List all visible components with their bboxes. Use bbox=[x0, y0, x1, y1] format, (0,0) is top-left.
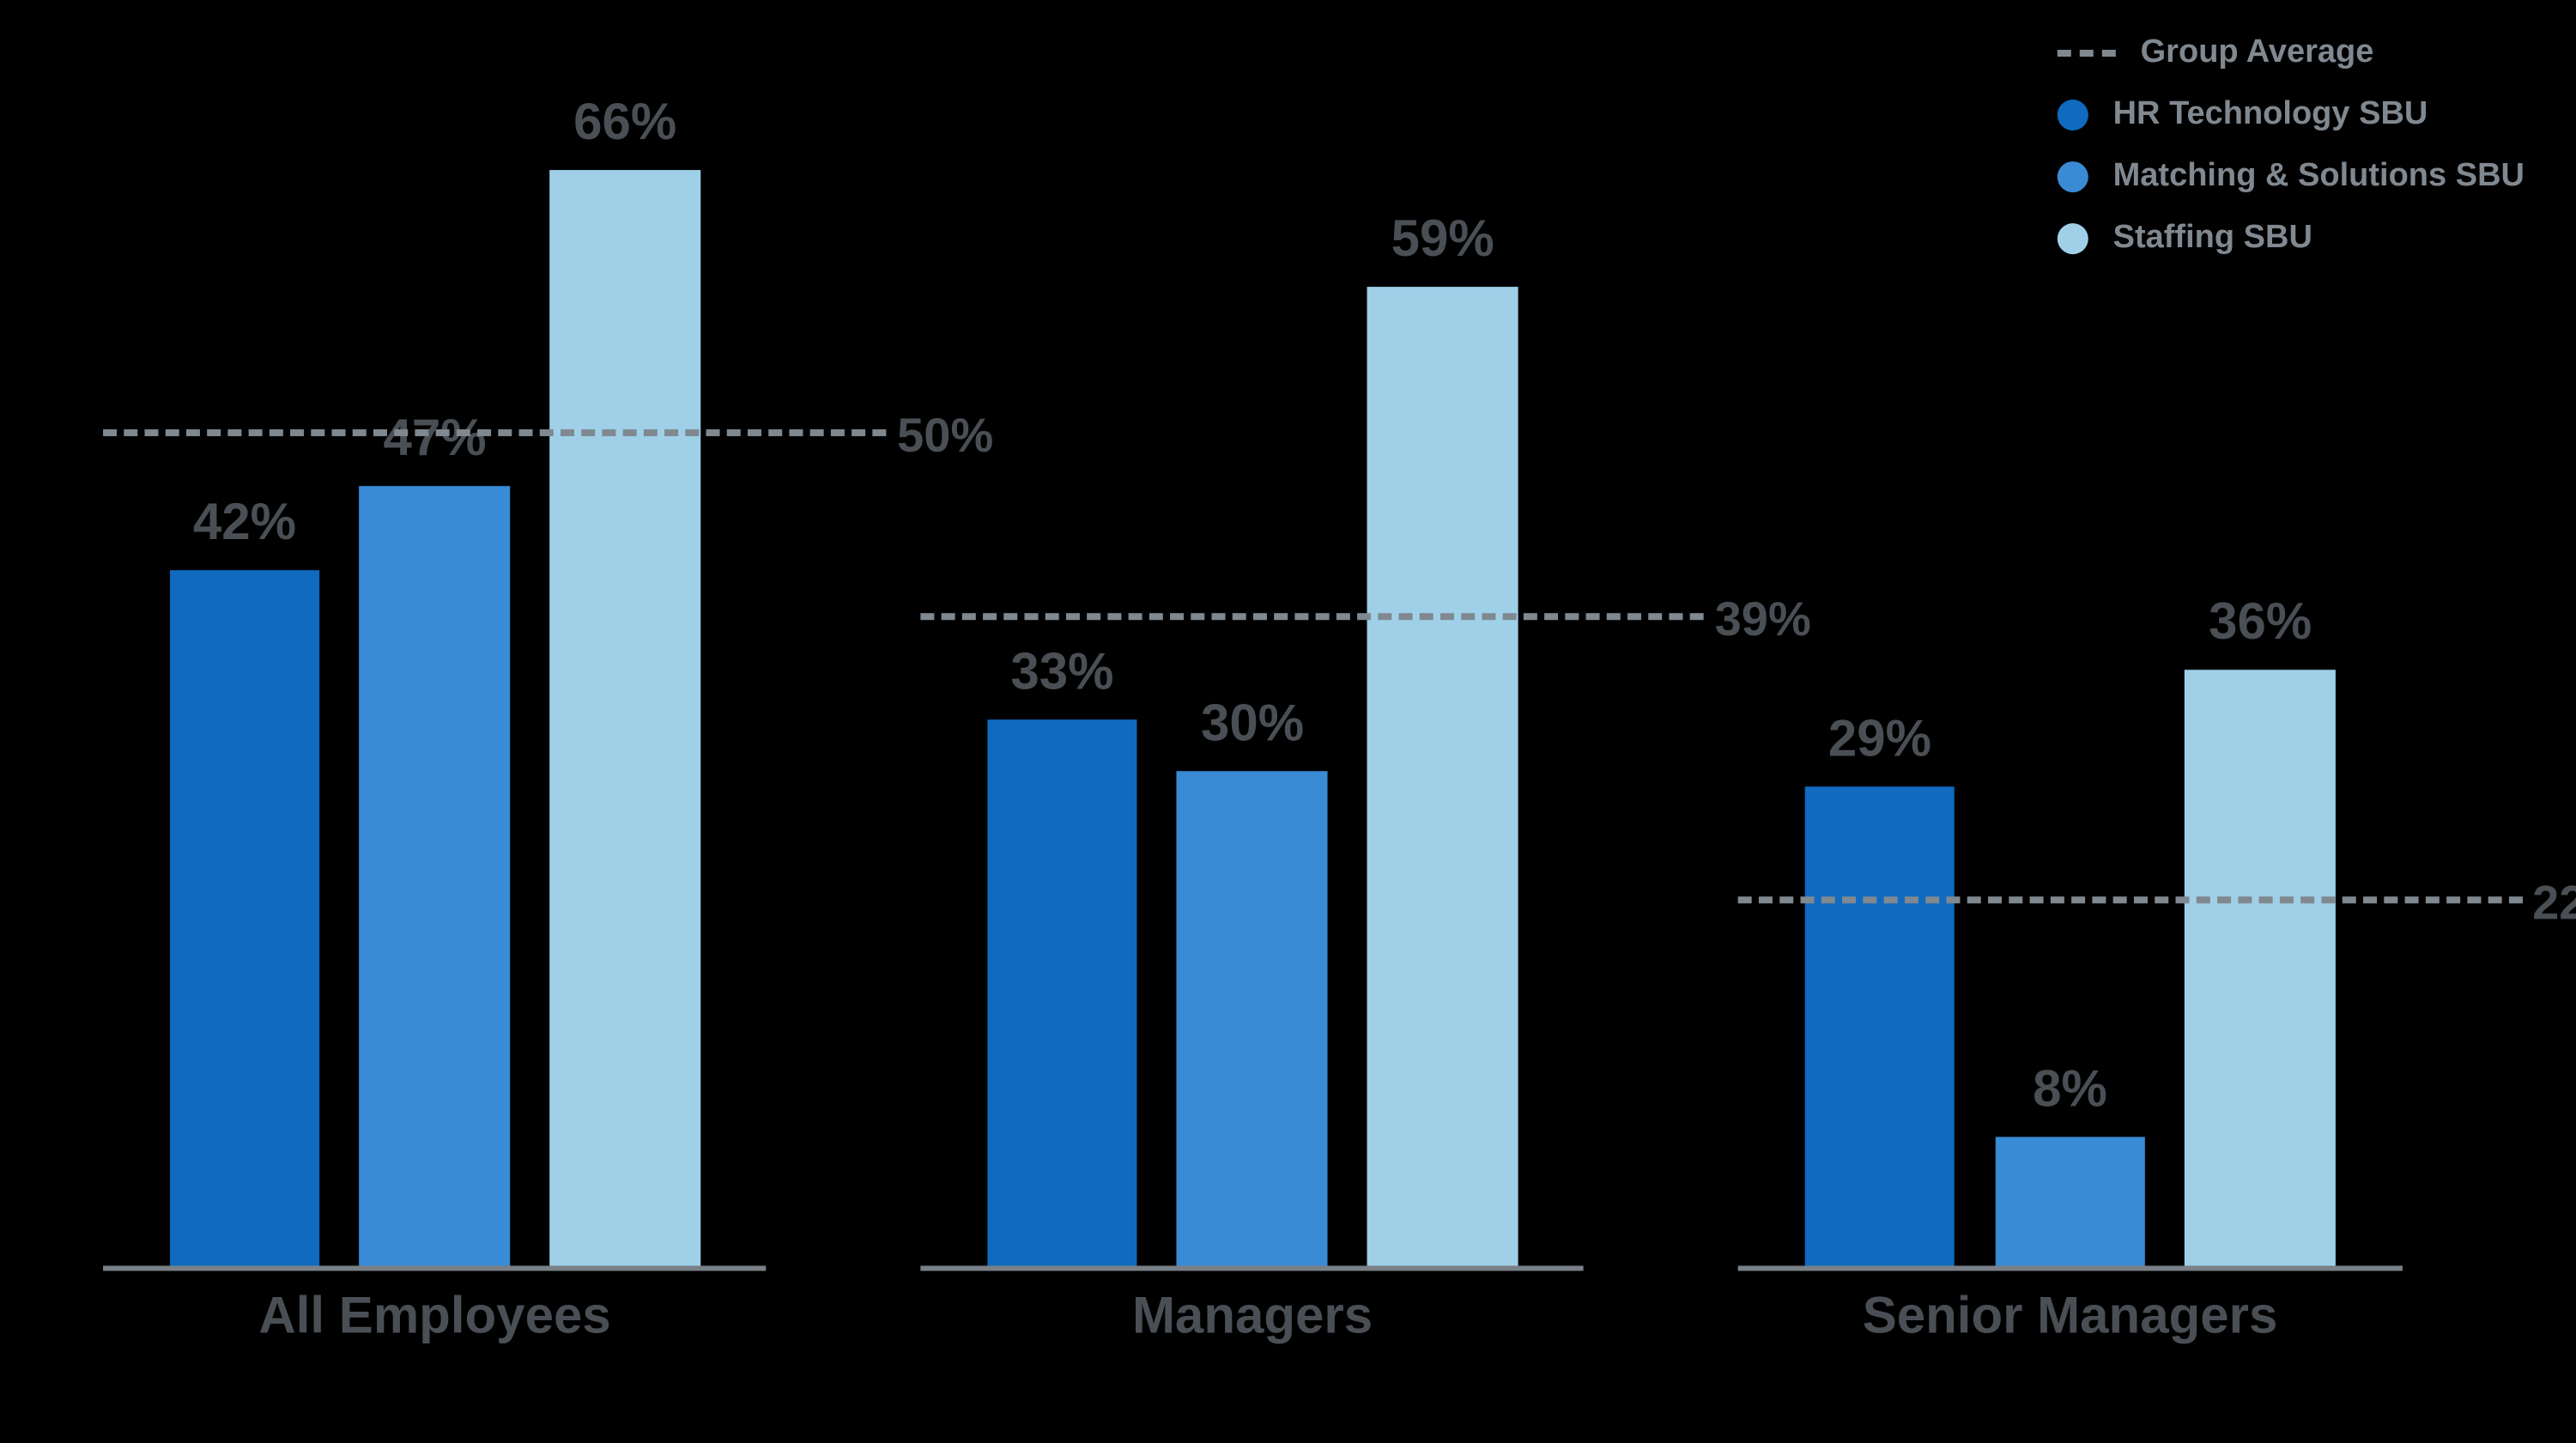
chart-plot-area: 42%47%66%50%All Employees33%30%59%39%Man… bbox=[103, 0, 2473, 1443]
group-average-label: 22% bbox=[2532, 876, 2576, 931]
group-average-line bbox=[921, 614, 1705, 621]
bar: 36% bbox=[2185, 670, 2336, 1271]
group-average-line bbox=[1738, 897, 2522, 904]
chart-group: 33%30%59%39%Managers bbox=[921, 103, 1585, 1373]
bar: 66% bbox=[550, 170, 700, 1271]
chart-group: 29%8%36%22%Senior Managers bbox=[1738, 103, 2402, 1373]
bar-value-label: 30% bbox=[1177, 694, 1327, 770]
baseline bbox=[103, 1265, 767, 1270]
bar: 29% bbox=[1804, 787, 1955, 1271]
bar-value-label: 66% bbox=[550, 94, 700, 170]
chart-group-plot: 29%8%36%22% bbox=[1738, 103, 2402, 1270]
bar: 30% bbox=[1177, 770, 1327, 1270]
chart-group: 42%47%66%50%All Employees bbox=[103, 103, 767, 1373]
chart-group-plot: 33%30%59%39% bbox=[921, 103, 1585, 1270]
bar-value-label: 29% bbox=[1804, 712, 1955, 787]
bar-value-label: 59% bbox=[1367, 211, 1518, 287]
chart-root: Group Average HR Technology SBU Matching… bbox=[0, 0, 2576, 1443]
group-average-line bbox=[103, 430, 887, 437]
baseline bbox=[921, 1265, 1585, 1270]
bar-value-label: 47% bbox=[360, 411, 510, 487]
bar: 47% bbox=[360, 487, 510, 1270]
group-title: Senior Managers bbox=[1738, 1288, 2402, 1374]
baseline bbox=[1738, 1265, 2402, 1270]
bar-value-label: 33% bbox=[987, 645, 1137, 720]
bar: 33% bbox=[987, 720, 1137, 1270]
bar: 8% bbox=[1995, 1137, 2145, 1270]
bar: 42% bbox=[169, 570, 319, 1270]
bar-value-label: 8% bbox=[1995, 1062, 2145, 1137]
bar: 59% bbox=[1367, 287, 1518, 1271]
bar-value-label: 36% bbox=[2185, 595, 2336, 670]
chart-group-plot: 42%47%66%50% bbox=[103, 103, 767, 1270]
group-title: Managers bbox=[921, 1288, 1585, 1374]
group-title: All Employees bbox=[103, 1288, 767, 1374]
bar-value-label: 42% bbox=[169, 494, 319, 570]
